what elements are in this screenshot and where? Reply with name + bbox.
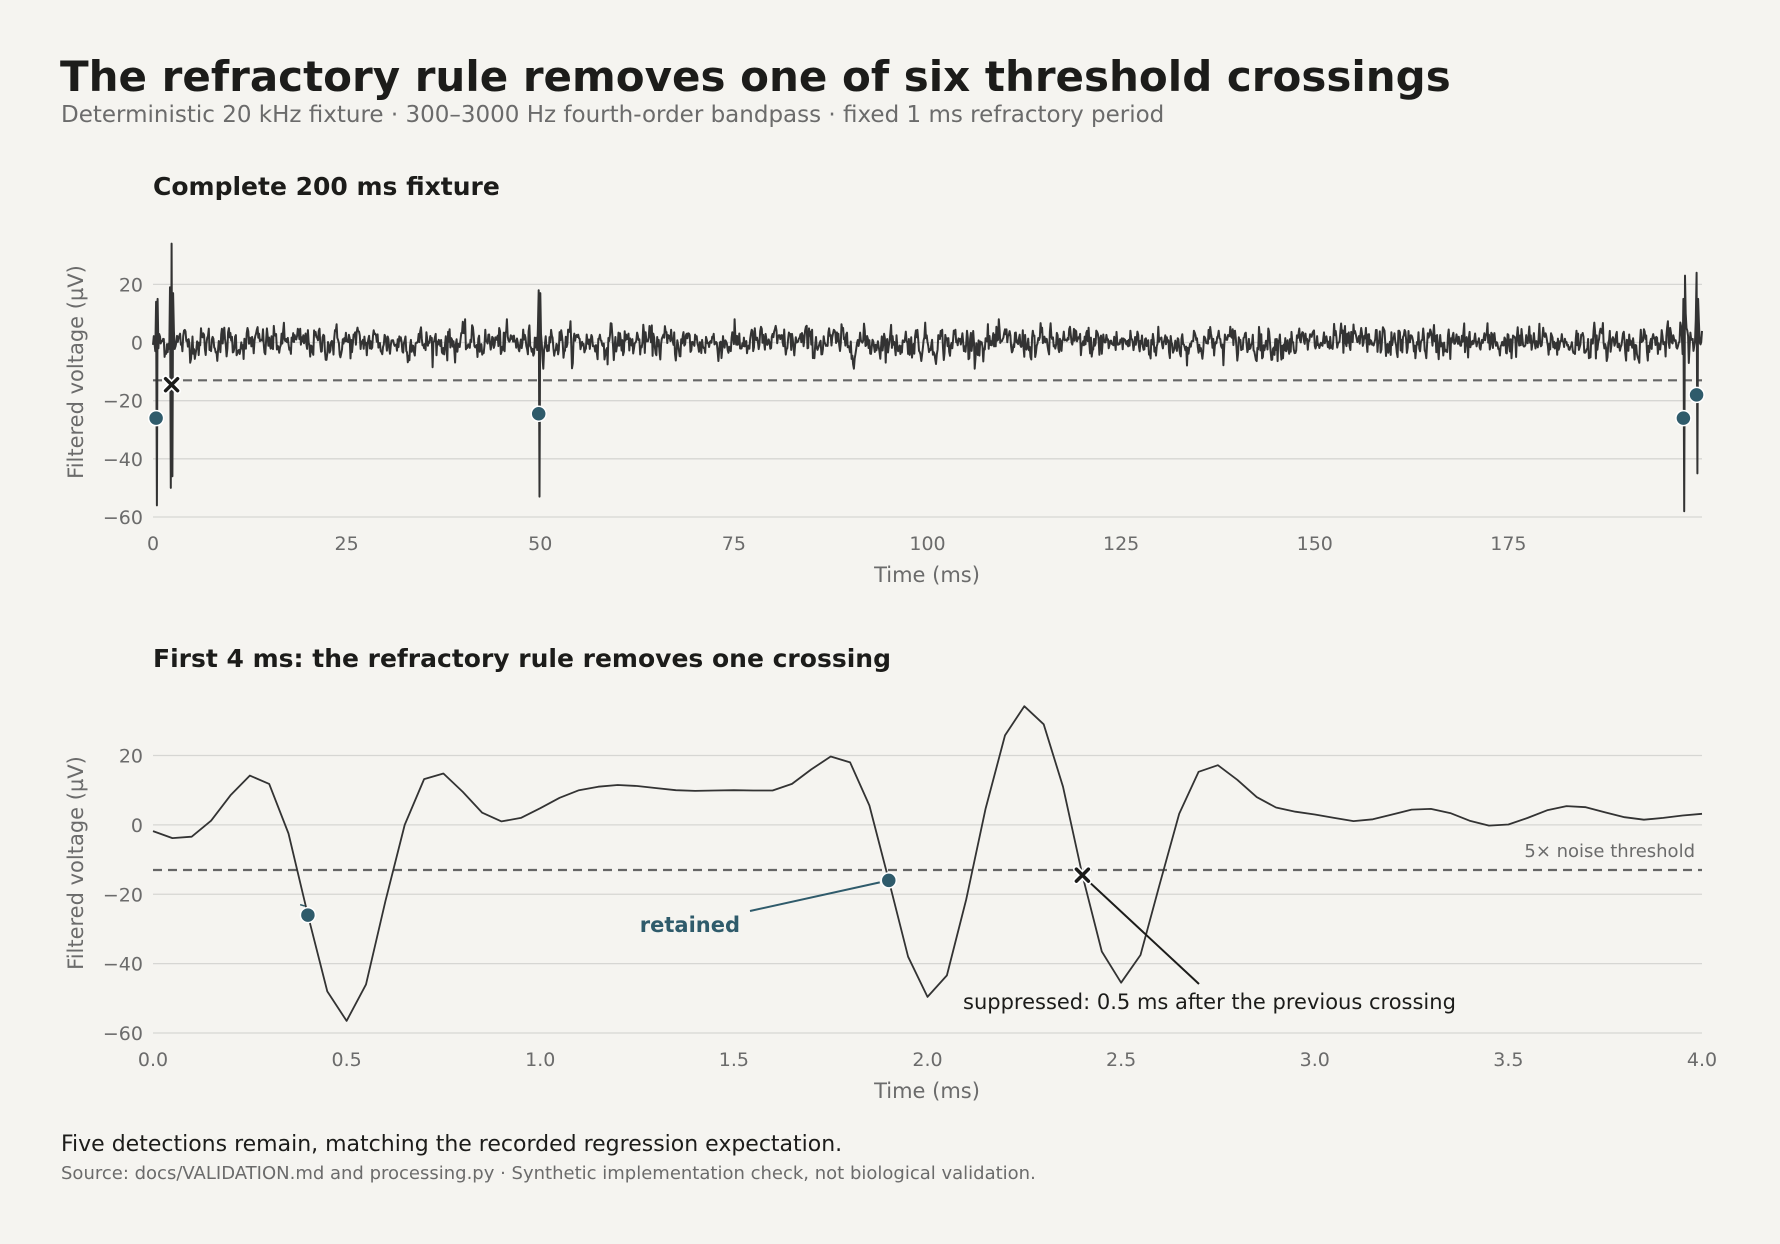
crossing-markers <box>147 375 1705 427</box>
x-tick-label: 25 <box>335 533 359 555</box>
x-tick-label: 2.5 <box>1106 1049 1136 1071</box>
x-axis-label: Time (ms) <box>873 1079 980 1103</box>
suppressed-marker <box>162 375 182 395</box>
trace-line <box>152 242 1703 513</box>
y-axis-label: Filtered voltage (µV) <box>64 756 88 970</box>
retained-marker <box>1675 409 1692 427</box>
y-tick-label: −60 <box>103 1023 143 1045</box>
x-tick-label: 0.0 <box>138 1049 168 1071</box>
y-tick-label: −20 <box>103 391 143 413</box>
x-tick-label: 0.5 <box>332 1049 362 1071</box>
x-tick-label: 125 <box>1103 533 1139 555</box>
panel-full-fixture: Complete 200 ms fixture 20 0 −20 −40 −60 0 25… <box>64 172 1705 587</box>
panel-title-first-4ms: First 4 ms: the refractory rule removes … <box>153 644 891 673</box>
x-tick-label: 1.5 <box>719 1049 749 1071</box>
x-tick-label: 50 <box>528 533 552 555</box>
page-title: The refractory rule removes one of six t… <box>60 52 1451 101</box>
y-tick-label: 20 <box>119 274 143 296</box>
retained-arrow <box>749 881 880 912</box>
y-tick-label: 0 <box>131 333 143 355</box>
y-gridlines <box>153 283 1702 518</box>
crossing-markers <box>299 865 1092 924</box>
y-tick-label: −20 <box>103 884 143 906</box>
y-tick-label: −40 <box>103 954 143 976</box>
footer-note: Five detections remain, matching the rec… <box>61 1132 843 1157</box>
retained-tick <box>299 903 306 907</box>
threshold-label: 5× noise threshold <box>1524 841 1695 862</box>
x-tick-label: 175 <box>1490 533 1526 555</box>
suppressed-annotation: suppressed: 0.5 ms after the previous cr… <box>963 990 1456 1014</box>
page-subtitle: Deterministic 20 kHz fixture · 300–3000 … <box>61 102 1165 128</box>
trace-line <box>152 705 1703 1022</box>
y-tick-label: −60 <box>103 507 143 529</box>
annotation-arrows <box>299 880 1200 985</box>
retained-marker <box>299 906 317 924</box>
retained-marker <box>880 872 898 889</box>
retained-marker <box>1688 386 1705 404</box>
y-tick-label: −40 <box>103 449 143 471</box>
y-tick-label: 0 <box>131 815 143 837</box>
suppressed-marker <box>1072 865 1092 885</box>
suppressed-arrow <box>1087 880 1200 985</box>
x-tick-label: 0 <box>147 533 159 555</box>
y-tick-labels: 20 0 −20 −40 −60 <box>103 274 143 529</box>
panel-first-4ms: First 4 ms: the refractory rule removes … <box>64 644 1717 1103</box>
x-tick-label: 1.0 <box>525 1049 555 1071</box>
voltage-trace <box>152 705 1703 1022</box>
footer-source: Source: docs/VALIDATION.md and processin… <box>61 1163 1036 1184</box>
retained-marker <box>530 405 547 423</box>
y-gridlines <box>153 754 1702 1034</box>
x-tick-label: 150 <box>1297 533 1333 555</box>
suppressed-x-mark <box>163 376 180 393</box>
x-tick-label: 2.0 <box>912 1049 942 1071</box>
y-tick-label: 20 <box>119 746 143 768</box>
x-tick-label: 3.0 <box>1300 1049 1330 1071</box>
panel-title-full-fixture: Complete 200 ms fixture <box>153 172 500 201</box>
voltage-trace <box>152 242 1703 513</box>
x-tick-label: 75 <box>722 533 746 555</box>
retained-marker <box>147 409 165 427</box>
x-tick-label: 4.0 <box>1687 1049 1717 1071</box>
suppressed-x-mark <box>1074 867 1091 883</box>
x-tick-label: 100 <box>909 533 945 555</box>
y-tick-labels: 20 0 −20 −40 −60 <box>103 746 143 1046</box>
y-axis-label: Filtered voltage (µV) <box>64 265 88 479</box>
x-tick-labels: 0.0 0.5 1.0 1.5 2.0 2.5 3.0 3.5 4.0 <box>138 1049 1717 1071</box>
x-axis-label: Time (ms) <box>873 563 980 587</box>
x-tick-label: 3.5 <box>1493 1049 1523 1071</box>
retained-annotation: retained <box>640 913 740 937</box>
x-tick-labels: 0 25 50 75 100 125 150 175 <box>147 533 1527 555</box>
